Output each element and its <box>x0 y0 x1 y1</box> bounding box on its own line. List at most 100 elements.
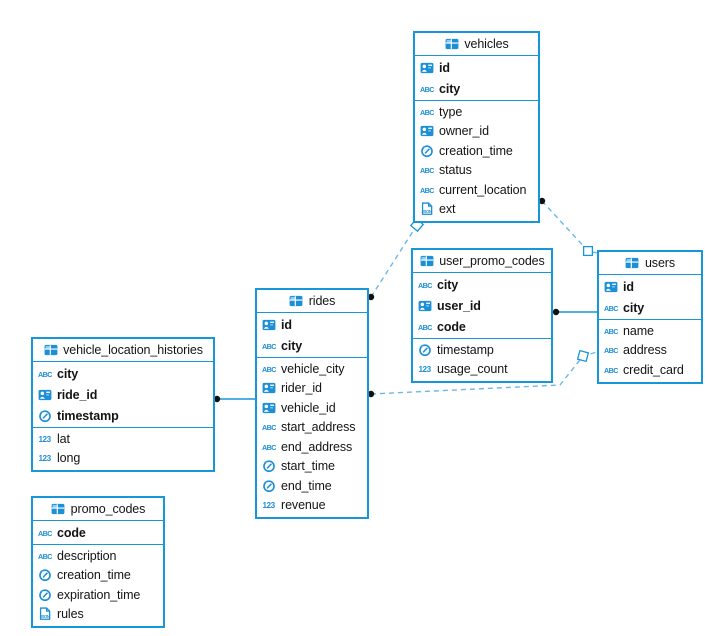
text-type-icon: ABC <box>261 440 276 454</box>
column-label: end_address <box>281 439 353 454</box>
column-label: revenue <box>281 498 326 513</box>
timestamp-icon <box>417 343 432 357</box>
column-row-city: ABC city <box>599 297 701 318</box>
connector-rides-users[interactable] <box>367 349 598 398</box>
column-label: current_location <box>439 182 527 197</box>
table-user_promo_codes[interactable]: user_promo_codes ABC city user_id ABC code tim… <box>411 248 553 383</box>
text-type-icon: ABC <box>419 105 434 119</box>
column-row-code: ABC code <box>33 522 163 543</box>
text-type-icon: ABC <box>417 320 432 334</box>
connector-user_promo_codes-users[interactable] <box>552 308 597 316</box>
svg-text:JSON: JSON <box>39 614 49 619</box>
table-header[interactable]: rides <box>257 290 367 313</box>
columns-section: ABC type owner_id creation_time ABC status ABC… <box>415 101 538 221</box>
dot-end-marker <box>367 293 375 301</box>
text-type-icon: ABC <box>419 163 434 177</box>
column-label: city <box>623 300 645 315</box>
json-type-icon: JSON <box>419 202 434 216</box>
relationship-line[interactable] <box>370 351 598 395</box>
column-label: lat <box>57 431 70 446</box>
primary-key-section: id ABC city <box>599 275 701 320</box>
column-label: timestamp <box>437 342 494 357</box>
svg-text:123: 123 <box>418 365 431 374</box>
table-vehicle_location_histories[interactable]: vehicle_location_histories ABC city ride_id… <box>31 337 215 472</box>
table-icon <box>289 294 304 308</box>
timestamp-icon <box>261 459 276 473</box>
svg-text:ABC: ABC <box>262 341 276 350</box>
svg-text:ABC: ABC <box>604 346 618 355</box>
table-users[interactable]: users id ABC city ABC name ABC address ABC credit… <box>597 250 703 384</box>
column-label: city <box>439 81 461 96</box>
column-label: rider_id <box>281 381 322 396</box>
column-row-type: ABC type <box>415 102 538 122</box>
connector-vehicle_location_histories-rides[interactable] <box>213 395 255 403</box>
dot-end-marker <box>367 390 375 398</box>
table-header[interactable]: users <box>599 252 701 275</box>
table-header[interactable]: promo_codes <box>33 498 163 521</box>
svg-text:ABC: ABC <box>420 84 434 93</box>
columns-section: ABC vehicle_city rider_id vehicle_id ABC star… <box>257 358 367 517</box>
table-header[interactable]: user_promo_codes <box>413 250 551 273</box>
column-label: user_id <box>437 298 481 313</box>
table-name: promo_codes <box>70 502 146 516</box>
column-label: end_time <box>281 478 332 493</box>
svg-text:ABC: ABC <box>262 443 276 452</box>
column-label: name <box>623 323 654 338</box>
text-type-icon: ABC <box>261 420 276 434</box>
json-type-icon: JSON <box>37 607 52 621</box>
table-vehicles[interactable]: vehicles id ABC city ABC type owner_id creation… <box>413 31 540 223</box>
svg-text:123: 123 <box>262 501 275 510</box>
text-type-icon: ABC <box>37 367 52 381</box>
column-label: ext <box>439 202 456 217</box>
column-label: id <box>281 317 292 332</box>
table-name: vehicles <box>464 37 509 51</box>
timestamp-icon <box>261 479 276 493</box>
column-label: credit_card <box>623 362 684 377</box>
column-row-owner_id: owner_id <box>415 122 538 142</box>
number-type-icon: 123 <box>261 498 276 512</box>
column-label: creation_time <box>57 568 131 583</box>
column-row-end_time: end_time <box>257 476 367 496</box>
table-icon <box>419 254 434 268</box>
column-row-timestamp: timestamp <box>33 405 213 426</box>
column-label: description <box>57 548 117 563</box>
table-header[interactable]: vehicle_location_histories <box>33 339 213 362</box>
dot-end-marker <box>538 197 546 205</box>
svg-text:JSON: JSON <box>421 209 431 214</box>
table-name: vehicle_location_histories <box>63 343 203 357</box>
column-row-rider_id: rider_id <box>257 379 367 399</box>
column-row-address: ABC address <box>599 341 701 361</box>
column-row-creation_time: creation_time <box>33 566 163 586</box>
column-row-city: ABC city <box>413 274 551 295</box>
table-rides[interactable]: rides id ABC city ABC vehicle_city rider_id veh… <box>255 288 369 519</box>
svg-text:ABC: ABC <box>38 528 52 537</box>
text-type-icon: ABC <box>37 526 52 540</box>
table-promo_codes[interactable]: promo_codes ABC code ABC description creation… <box>31 496 165 628</box>
timestamp-icon <box>419 144 434 158</box>
column-label: address <box>623 343 667 358</box>
column-label: long <box>57 451 81 466</box>
table-header[interactable]: vehicles <box>415 33 538 56</box>
primary-key-section: ABC city ride_id timestamp <box>33 362 213 428</box>
svg-text:123: 123 <box>38 454 51 463</box>
columns-section: timestamp 123 usage_count <box>413 339 551 381</box>
primary-key-section: ABC code <box>33 521 163 545</box>
column-row-timestamp: timestamp <box>413 340 551 360</box>
relationship-line[interactable] <box>541 200 598 254</box>
column-row-city: ABC city <box>33 363 213 384</box>
column-label: usage_count <box>437 362 508 377</box>
column-row-start_address: ABC start_address <box>257 418 367 438</box>
diamond-end-marker <box>582 245 594 257</box>
svg-text:ABC: ABC <box>420 108 434 117</box>
text-type-icon: ABC <box>603 324 618 338</box>
column-row-id: id <box>599 276 701 297</box>
connector-vehicles-users[interactable] <box>538 197 598 257</box>
column-row-expiration_time: expiration_time <box>33 585 163 605</box>
timestamp-icon <box>37 409 52 423</box>
table-name: user_promo_codes <box>439 254 545 268</box>
column-label: creation_time <box>439 143 513 158</box>
column-row-code: ABC code <box>413 316 551 337</box>
column-label: id <box>623 279 634 294</box>
primary-key-section: ABC city user_id ABC code <box>413 273 551 339</box>
